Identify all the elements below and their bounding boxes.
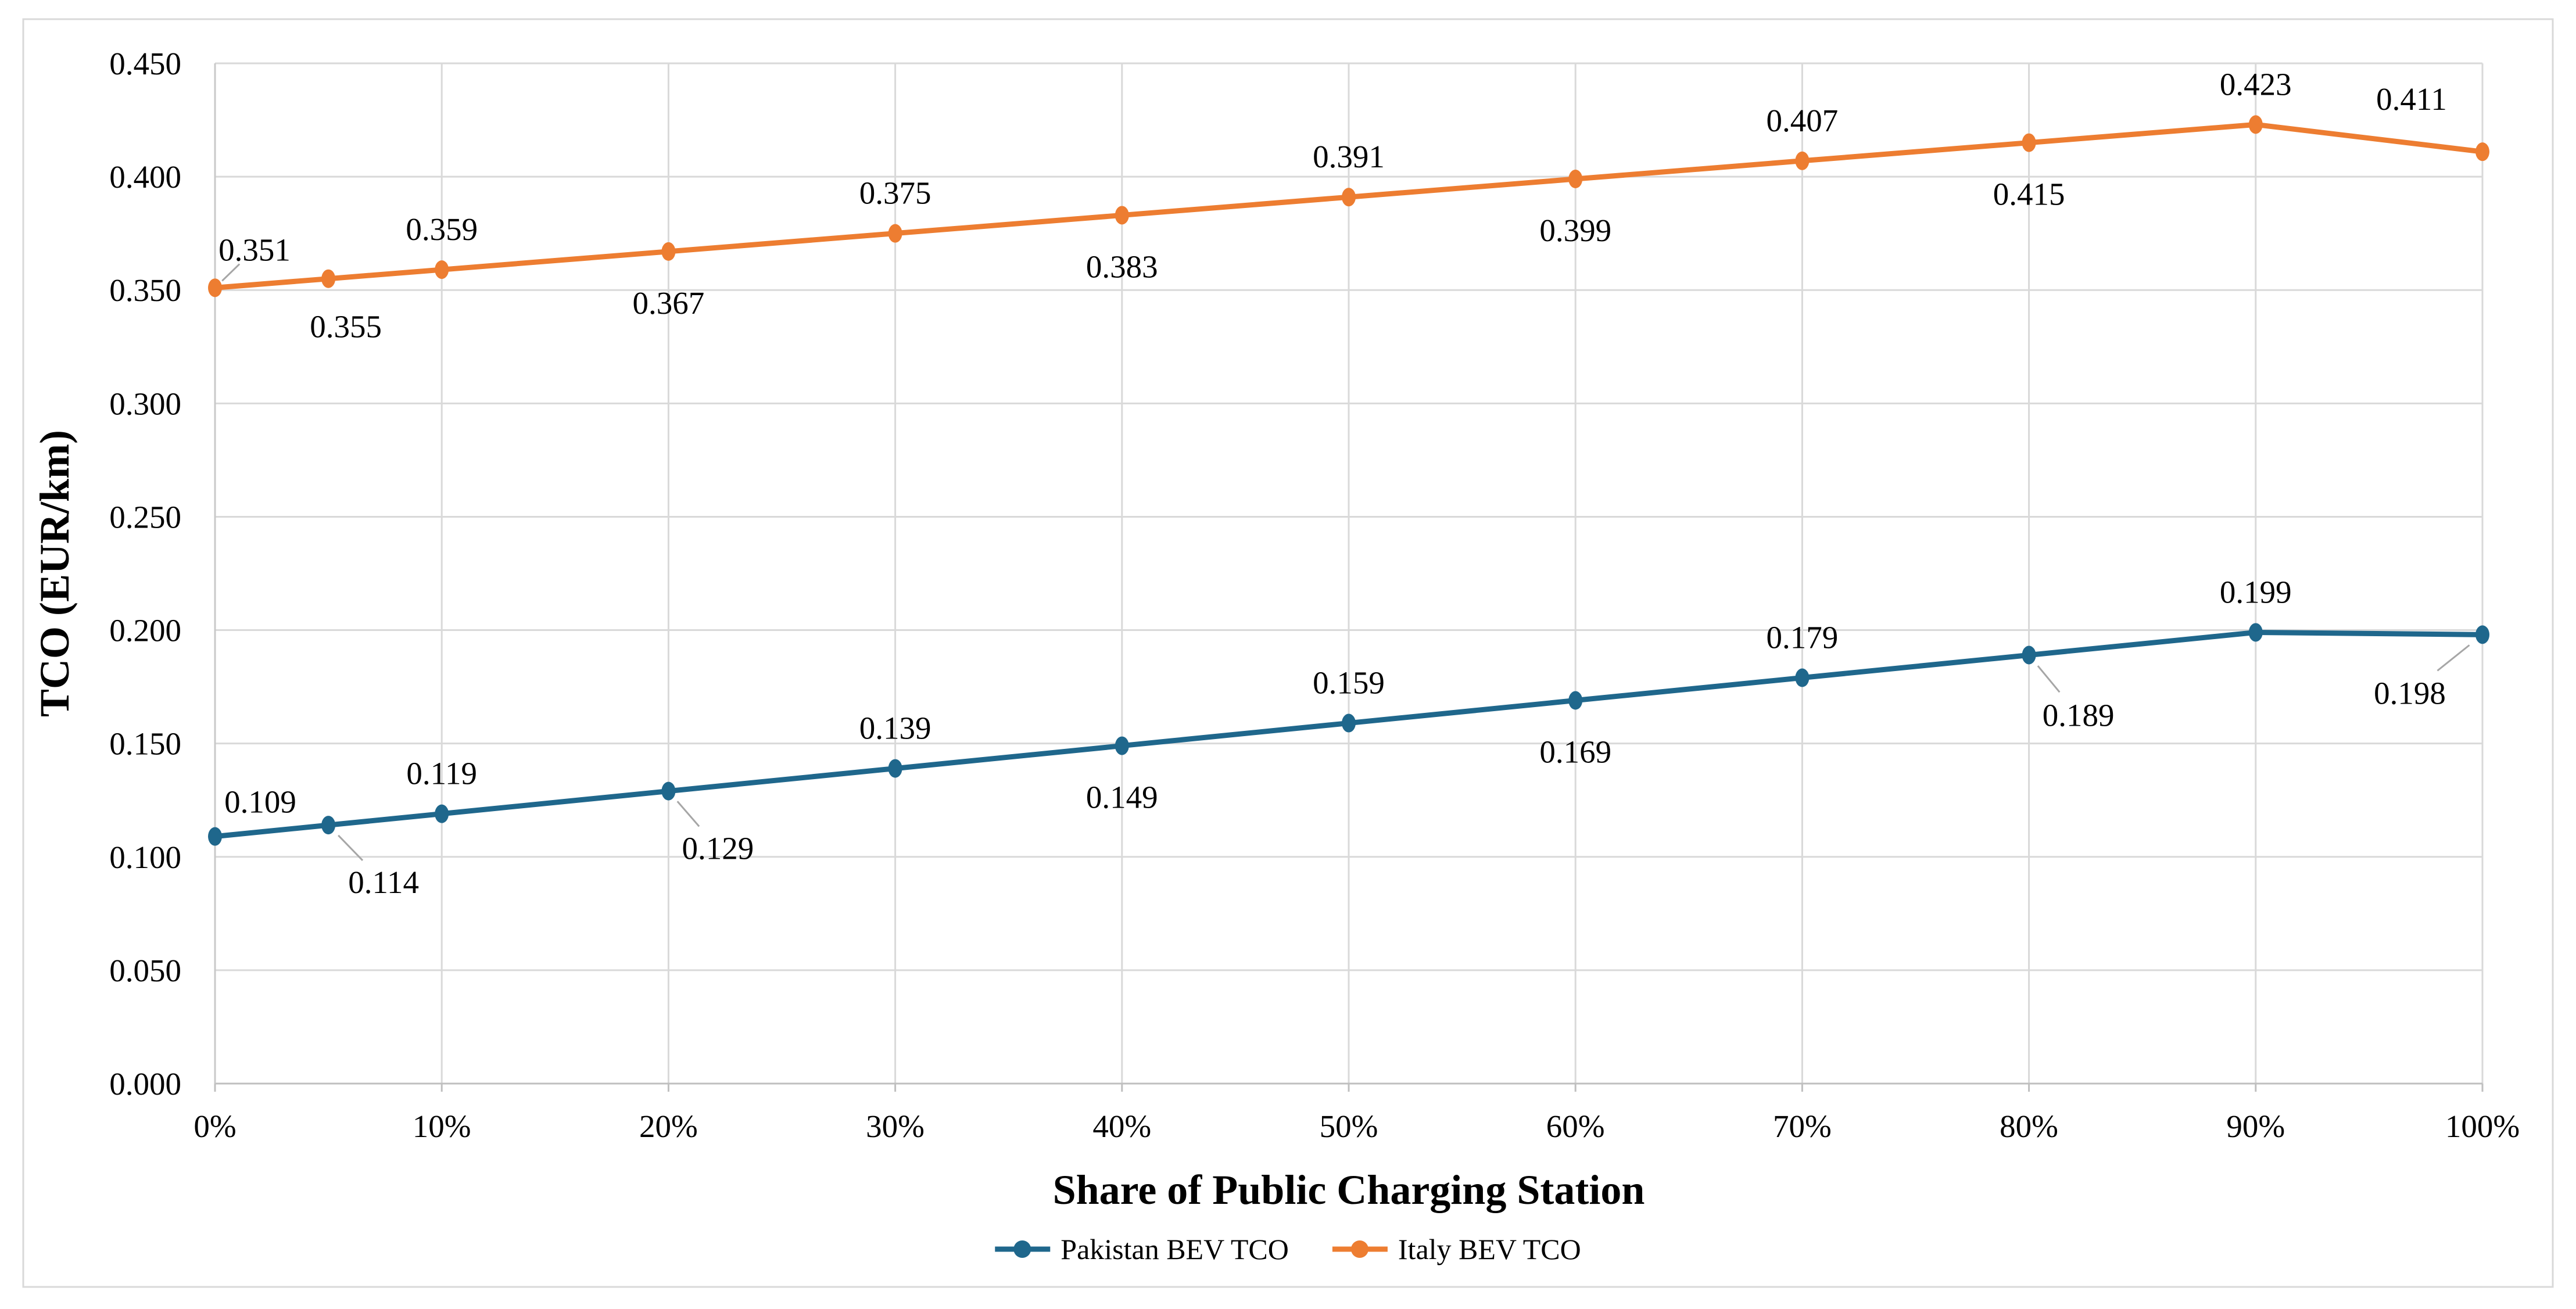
y-tick-label-0.450: 0.450 [109, 46, 181, 81]
legend-marker-italy-bev-tco [1350, 1240, 1368, 1258]
label-leader-pakistan-bev-tco-11 [2437, 644, 2470, 672]
y-tick-label-0.350: 0.350 [109, 272, 181, 308]
y-axis-title: TCO (EUR/km) [31, 430, 78, 717]
data-label-italy-bev-tco-9: 0.415 [1993, 177, 2065, 212]
data-label-pakistan-bev-tco-9: 0.189 [2043, 697, 2115, 733]
series-pakistan-bev-tco: 0.109 0.114 0.119 0.129 0.139 0.149 0.159 0.169… [208, 574, 2489, 900]
data-label-italy-bev-tco-3: 0.367 [633, 285, 705, 321]
data-label-pakistan-bev-tco-10: 0.199 [2220, 574, 2292, 609]
data-label-italy-bev-tco-1: 0.355 [310, 309, 382, 345]
y-tick-label-0.000: 0.000 [109, 1066, 181, 1102]
label-leader-italy-bev-tco-0 [221, 263, 241, 282]
x-tick-label-80%: 80% [2000, 1109, 2058, 1144]
label-leader-pakistan-bev-tco-1 [338, 834, 364, 861]
x-tick-label-30%: 30% [866, 1109, 925, 1144]
data-label-pakistan-bev-tco-4: 0.139 [859, 711, 931, 746]
y-tick-label-0.100: 0.100 [109, 840, 181, 875]
data-label-italy-bev-tco-8: 0.407 [1767, 103, 1839, 138]
data-label-italy-bev-tco-4: 0.375 [859, 175, 931, 211]
y-axis-tick-labels: 0.000 0.050 0.100 0.150 0.200 0.250 0.300 0.350… [109, 46, 181, 1102]
data-point-pakistan-bev-tco-10 [2248, 623, 2263, 642]
data-label-pakistan-bev-tco-1: 0.114 [348, 865, 419, 900]
data-point-pakistan-bev-tco-2 [435, 804, 449, 823]
y-tick-label-0.200: 0.200 [109, 613, 181, 648]
axis-lines [214, 63, 2484, 1092]
y-tick-label-0.250: 0.250 [109, 499, 181, 535]
data-label-italy-bev-tco-7: 0.399 [1539, 213, 1611, 248]
data-label-italy-bev-tco-5: 0.383 [1086, 249, 1158, 284]
data-point-italy-bev-tco-10 [2248, 115, 2263, 134]
x-tick-label-90%: 90% [2226, 1109, 2285, 1144]
data-label-pakistan-bev-tco-5: 0.149 [1086, 780, 1158, 815]
y-tick-label-0.050: 0.050 [109, 953, 181, 988]
data-point-pakistan-bev-tco-0 [208, 827, 222, 846]
data-point-italy-bev-tco-8 [1795, 151, 1810, 170]
figure-border [22, 18, 2554, 1288]
data-point-italy-bev-tco-6 [1342, 188, 1356, 207]
data-point-pakistan-bev-tco-3 [661, 781, 676, 801]
gridlines [215, 62, 2484, 1084]
legend-marker-pakistan-bev-tco [1013, 1240, 1031, 1258]
data-point-italy-bev-tco-11 [2475, 142, 2489, 162]
data-label-italy-bev-tco-11: 0.411 [2376, 81, 2447, 117]
y-tick-label-0.400: 0.400 [109, 159, 181, 195]
data-label-pakistan-bev-tco-0: 0.109 [224, 784, 296, 820]
data-point-pakistan-bev-tco-9 [2022, 645, 2036, 665]
x-tick-label-50%: 50% [1320, 1109, 1378, 1144]
data-label-italy-bev-tco-10: 0.423 [2220, 66, 2292, 102]
data-point-italy-bev-tco-0 [208, 278, 222, 297]
data-point-italy-bev-tco-5 [1115, 206, 1129, 225]
x-tick-label-0%: 0% [194, 1109, 236, 1144]
data-label-italy-bev-tco-6: 0.391 [1313, 139, 1385, 174]
data-label-pakistan-bev-tco-7: 0.169 [1539, 734, 1611, 770]
x-tick-label-40%: 40% [1092, 1109, 1151, 1144]
data-point-italy-bev-tco-7 [1568, 170, 1583, 189]
data-label-pakistan-bev-tco-6: 0.159 [1313, 665, 1385, 701]
figure-border-rect [22, 18, 2554, 1288]
data-point-italy-bev-tco-4 [888, 224, 902, 243]
data-label-pakistan-bev-tco-3: 0.129 [682, 831, 754, 866]
data-point-pakistan-bev-tco-7 [1568, 691, 1583, 710]
data-point-pakistan-bev-tco-5 [1115, 736, 1129, 755]
x-tick-label-10%: 10% [413, 1109, 471, 1144]
data-label-pakistan-bev-tco-2: 0.119 [406, 756, 477, 791]
label-leader-pakistan-bev-tco-9 [2037, 665, 2061, 693]
legend-item-italy-bev-tco: Italy BEV TCO [1332, 1233, 1581, 1265]
line-pakistan-bev-tco [212, 629, 2485, 840]
y-tick-label-0.150: 0.150 [109, 726, 181, 762]
x-axis-title: Share of Public Charging Station [1053, 1167, 1645, 1213]
legend-label-pakistan-bev-tco: Pakistan BEV TCO [1061, 1233, 1289, 1265]
data-point-pakistan-bev-tco-4 [888, 759, 902, 778]
data-label-pakistan-bev-tco-8: 0.179 [1767, 620, 1839, 655]
x-tick-label-100%: 100% [2445, 1109, 2520, 1144]
data-point-italy-bev-tco-3 [661, 242, 676, 261]
line-italy-bev-tco [212, 121, 2485, 291]
data-point-pakistan-bev-tco-8 [1795, 668, 1810, 687]
data-point-italy-bev-tco-1 [321, 269, 336, 288]
data-point-pakistan-bev-tco-1 [321, 816, 336, 835]
data-point-pakistan-bev-tco-6 [1342, 713, 1356, 733]
legend-label-italy-bev-tco: Italy BEV TCO [1398, 1233, 1581, 1265]
data-label-italy-bev-tco-2: 0.359 [406, 211, 478, 247]
data-series: 0.109 0.114 0.119 0.129 0.139 0.149 0.159 0.169… [208, 66, 2489, 900]
y-tick-label-0.300: 0.300 [109, 386, 181, 421]
data-label-pakistan-bev-tco-11: 0.198 [2374, 675, 2446, 711]
legend-item-pakistan-bev-tco: Pakistan BEV TCO [995, 1233, 1289, 1265]
data-point-italy-bev-tco-9 [2022, 133, 2036, 152]
data-point-pakistan-bev-tco-11 [2475, 625, 2489, 644]
x-tick-label-20%: 20% [639, 1109, 698, 1144]
x-tick-label-60%: 60% [1546, 1109, 1605, 1144]
label-leader-pakistan-bev-tco-3 [676, 801, 700, 827]
data-label-italy-bev-tco-0: 0.351 [218, 232, 291, 267]
series-italy-bev-tco: 0.351 0.355 0.359 0.367 0.375 0.383 0.391 0.399… [208, 66, 2489, 345]
legend: Pakistan BEV TCO Italy BEV TCO [995, 1233, 1581, 1265]
x-tick-label-70%: 70% [1773, 1109, 1832, 1144]
x-axis-tick-labels: 0% 10% 20% 30% 40% 50% 60% 70% 80% 90% 100% [194, 1109, 2520, 1144]
data-point-italy-bev-tco-2 [435, 260, 449, 279]
